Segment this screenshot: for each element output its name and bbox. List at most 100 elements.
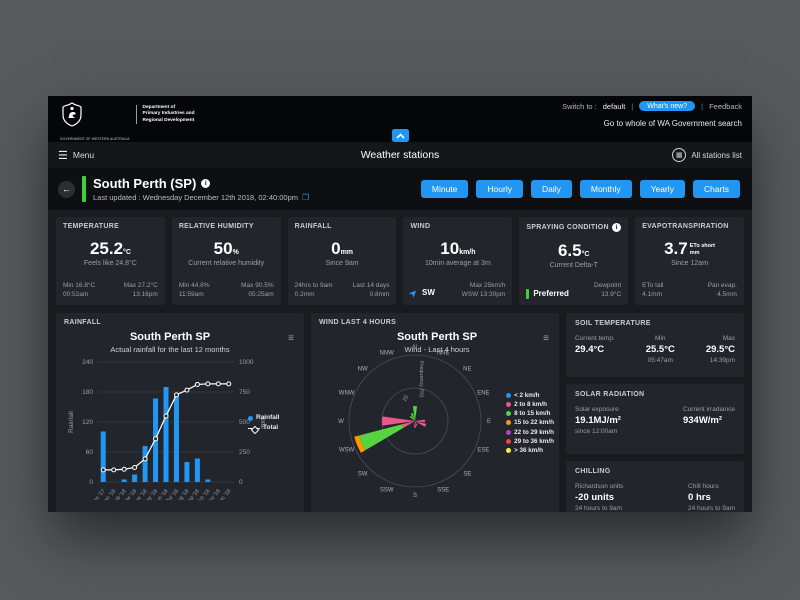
wind-legend-item[interactable]: 2 to 8 km/h	[506, 400, 554, 409]
kpi-subtitle: Current relative humidity	[188, 260, 265, 267]
rainfall-bar	[121, 479, 127, 482]
card-info-icon[interactable]: i	[612, 223, 622, 232]
legend-item-rainfall[interactable]: Rainfall	[248, 413, 302, 423]
stat-column: Chill hours 0 hrs 24 hours to 9am	[688, 483, 735, 512]
wind-legend-item[interactable]: > 36 km/h	[506, 446, 554, 455]
stat-label: Current irradiance	[682, 406, 735, 413]
kpi-unit: %	[232, 249, 239, 256]
total-marker	[173, 392, 179, 398]
feedback-link[interactable]: Feedback	[709, 101, 742, 111]
kpi-title: RELATIVE HUMIDITY	[178, 223, 254, 230]
wind-legend-item[interactable]: 29 to 36 km/h	[506, 437, 554, 446]
kpi-value: 3.7	[664, 239, 688, 258]
collapse-header-button[interactable]	[392, 129, 409, 142]
wa-gov-search-link[interactable]: Go to whole of WA Government search	[603, 119, 742, 128]
card-columns: Current temp. 29.4°C Min 25.5°C 05:47am Max 29…	[575, 335, 735, 364]
kpi-card-rainfall: RAINFALL 0mm Since 9am 24hrs to 9am 0.2mm Las…	[287, 217, 397, 305]
card-chilling: CHILLING Richardson units -20 units 24 hour…	[566, 461, 744, 512]
rainfall-chart-legend: Rainfall Total	[248, 413, 302, 434]
yearly-button[interactable]: Yearly	[639, 180, 685, 198]
kpi-footer-line: 0.8mm	[369, 291, 390, 299]
stat-value: 934W/m²	[682, 415, 723, 426]
kpi-footer: ➤ SW Max 25km/h WSW 13:30pm	[408, 281, 506, 301]
kpi-title-row: RELATIVE HUMIDITY	[179, 223, 274, 230]
band-label: > 36 km/h	[514, 446, 543, 454]
kpi-card-temperature: TEMPERATURE 25.2°C Feels like 24.8°C Min 16…	[56, 217, 165, 305]
kpi-value: 25.2	[89, 239, 124, 258]
monthly-button[interactable]: Monthly	[579, 180, 632, 198]
total-marker	[100, 467, 106, 473]
whats-new-button[interactable]: What's new?	[639, 101, 696, 111]
chevron-up-icon	[396, 132, 405, 139]
chart-text: 0	[89, 479, 93, 486]
total-marker	[226, 381, 232, 387]
kpi-title: SPRAYING CONDITION	[526, 224, 609, 231]
stat-label: Max	[722, 335, 735, 342]
kpi-subtitle: Since 12am	[671, 260, 709, 267]
total-marker	[121, 466, 127, 472]
kpi-footer-strong: Preferred	[526, 288, 569, 300]
stat-column: Richardson units -20 units 24 hours to 9am	[575, 483, 623, 512]
kpi-footer-line: 05:25am	[248, 291, 274, 299]
crest-caption: GOVERNMENT OF WESTERN AUSTRALIA	[60, 137, 130, 141]
chart-text: 1000	[239, 359, 254, 366]
chart-text: WNW	[339, 391, 355, 397]
chart-text: 240	[82, 359, 93, 366]
kpi-unit: °C	[123, 249, 131, 256]
back-button[interactable]: ←	[58, 180, 75, 198]
kpi-footer-right: Dewpoint 13.9°C	[594, 281, 621, 301]
minute-button[interactable]: Minute	[420, 180, 469, 198]
total-marker	[142, 456, 148, 462]
wind-legend-item[interactable]: < 2 km/h	[506, 391, 554, 400]
hourly-button[interactable]: Hourly	[476, 180, 523, 198]
band-label: 22 to 29 km/h	[514, 428, 554, 436]
wind-petal-n	[412, 406, 418, 421]
copy-link-icon[interactable]: ❐	[302, 193, 310, 202]
kpi-title-row: RAINFALL	[295, 223, 390, 230]
chart-text: SSW	[380, 487, 394, 493]
wind-legend-item[interactable]: 8 to 15 km/h	[506, 409, 554, 418]
legend-item-total[interactable]: Total	[248, 423, 302, 433]
radial-gridline	[381, 387, 449, 455]
kpi-footer-line: Dewpoint	[594, 281, 622, 289]
wind-petal-w	[382, 416, 415, 426]
wind-legend-item[interactable]: 22 to 29 km/h	[506, 428, 554, 437]
chart-text: Total	[259, 415, 266, 429]
menu-label: Menu	[72, 150, 95, 160]
page-title: Weather stations	[360, 149, 440, 161]
switch-to-value[interactable]: default	[602, 101, 626, 111]
all-stations-list-button[interactable]: ▦ All stations list	[672, 148, 742, 162]
chart-context-menu-icon[interactable]: ≡	[288, 333, 294, 344]
kpi-footer: ETo tall 4.1mm Pan evap. 4.5mm	[642, 281, 737, 301]
station-status-bar	[82, 176, 86, 202]
wind-legend-item[interactable]: 15 to 22 km/h	[506, 418, 554, 427]
chart-text: SW	[358, 471, 368, 477]
total-marker	[184, 387, 190, 393]
chart-text: 60	[86, 449, 94, 456]
stat-subtext: 24 hours to 9am	[575, 505, 622, 512]
wind-panel-title: WIND LAST 4 HOURS	[319, 319, 397, 326]
kpi-footer-right: Last 14 days 0.8mm	[353, 281, 390, 301]
chart-context-menu-icon[interactable]: ≡	[543, 333, 549, 344]
band-color-marker	[506, 402, 512, 408]
station-info-icon[interactable]: i	[201, 179, 211, 188]
wind-petal-s	[414, 421, 416, 428]
kpi-value-block: 50%	[179, 239, 274, 259]
chart-text: ESE	[477, 447, 489, 453]
chart-text: 180	[82, 389, 93, 396]
wind-petal-ese	[415, 421, 427, 427]
stat-value: -20 units	[575, 492, 615, 503]
switch-to-label: Switch to :	[562, 101, 597, 111]
kpi-title-row: WIND	[410, 223, 505, 230]
kpi-footer-line: Max 90.5%	[241, 281, 274, 289]
rainfall-bar	[163, 387, 169, 482]
menu-button[interactable]: ☰ Menu	[58, 149, 94, 162]
station-bar: ← South Perth (SP) i Last updated : Wedn…	[48, 168, 752, 210]
daily-button[interactable]: Daily	[530, 180, 572, 198]
band-label: 2 to 8 km/h	[514, 401, 547, 409]
kpi-title-row: TEMPERATURE	[63, 223, 158, 230]
wa-coat-of-arms-icon	[62, 102, 82, 127]
kpi-footer-right: Max 90.5% 05:25am	[241, 281, 274, 301]
charts-button[interactable]: Charts	[692, 180, 740, 198]
kpi-title: WIND	[410, 223, 431, 230]
